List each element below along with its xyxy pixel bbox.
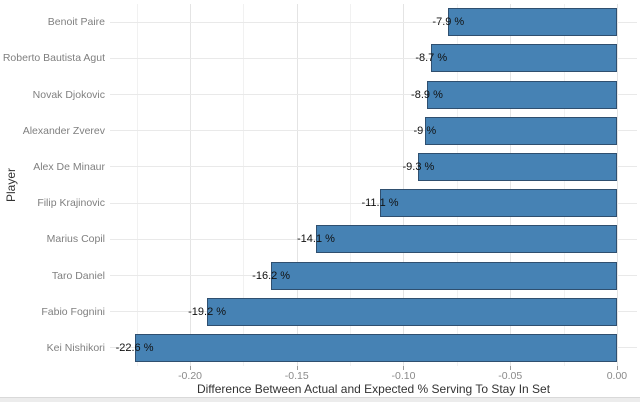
bar-fabio-fognini — [207, 297, 617, 326]
window-edge-strip — [0, 397, 640, 402]
x-tick-mark — [403, 366, 405, 370]
gridline-x-minor — [563, 4, 565, 366]
gridline-y — [110, 94, 637, 95]
y-tick-label: Filip Krajinovic — [37, 197, 105, 210]
bar-novak-djokovic — [426, 80, 617, 109]
x-tick-label: -0.15 — [284, 370, 309, 382]
gridline-x-major — [616, 4, 618, 366]
x-tick-mark — [296, 366, 298, 370]
bar-filip-krajinovic — [380, 189, 617, 218]
bar-value-label: -16.2 % — [252, 269, 291, 282]
x-tick-mark — [190, 366, 192, 370]
y-tick-label: Alexander Zverev — [22, 124, 105, 137]
bar-taro-daniel — [271, 261, 617, 290]
bar-value-label: -8.7 % — [415, 52, 448, 65]
bar-benoit-paire — [448, 8, 617, 37]
y-tick-label: Benoit Paire — [47, 16, 105, 29]
y-tick-label: Alex De Minaur — [33, 160, 105, 173]
y-tick-label: Fabio Fognini — [41, 305, 105, 318]
gridline-x-minor — [243, 4, 245, 366]
gridline-x-major — [190, 4, 192, 366]
gridline-y — [110, 130, 637, 132]
gridline-y — [110, 57, 637, 59]
x-tick-label: -0.05 — [498, 370, 523, 382]
bar-value-label: -9.3 % — [402, 160, 435, 173]
bar-value-label: -11.1 % — [361, 197, 399, 210]
bar-value-label: -8.9 % — [411, 88, 443, 101]
x-tick-label: -0.20 — [178, 370, 202, 382]
x-tick-label: -0.10 — [391, 370, 416, 382]
gridline-x-minor — [350, 4, 352, 366]
x-axis-title: Difference Between Actual and Expected %… — [196, 382, 551, 396]
bar-roberto-bautista-agut — [431, 44, 617, 73]
bar-kei-nishikori — [134, 333, 617, 362]
x-tick-mark — [510, 366, 512, 370]
gridline-x-major — [510, 4, 512, 366]
y-tick-label: Taro Daniel — [51, 269, 105, 282]
bar-alexander-zverev — [424, 116, 617, 145]
gridline-x-major — [403, 4, 405, 366]
bar-value-label: -14.1 % — [297, 233, 335, 246]
y-tick-label: Roberto Bautista Agut — [2, 52, 105, 65]
gridline-y — [110, 166, 637, 168]
gridline-y — [110, 202, 637, 204]
x-tick-label: 0.00 — [606, 370, 628, 382]
gridline-x-minor — [136, 4, 138, 366]
x-tick-mark — [616, 366, 618, 370]
y-tick-label: Marius Copil — [46, 233, 105, 246]
bar-alex-de-minaur — [418, 152, 617, 181]
gridline-y — [110, 21, 637, 23]
y-tick-label: Novak Djokovic — [32, 88, 105, 101]
bar-value-label: -22.6 % — [115, 341, 154, 354]
gridline-x-minor — [456, 4, 458, 366]
bar-value-label: -7.9 % — [432, 16, 465, 29]
y-tick-label: Kei Nishikori — [46, 341, 105, 354]
bar-value-label: -9 % — [413, 124, 437, 137]
bar-marius-copil — [315, 225, 617, 254]
bar-value-label: -19.2 % — [188, 305, 227, 318]
gridline-x-major — [296, 4, 298, 366]
